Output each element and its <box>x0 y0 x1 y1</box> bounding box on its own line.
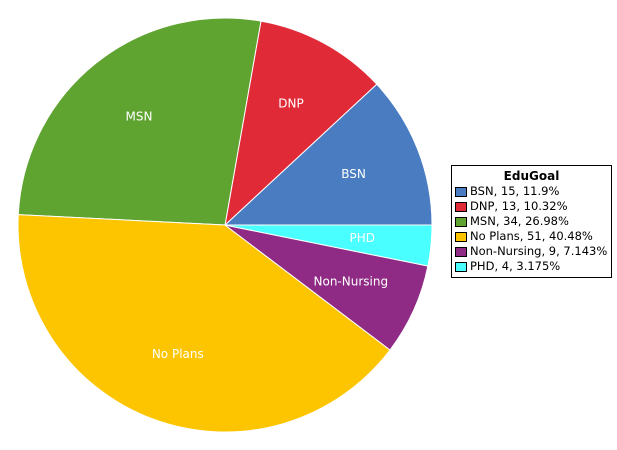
legend-item-bsn: BSN, 15, 11.9% <box>452 184 611 199</box>
slice-label-msn: MSN <box>126 110 153 124</box>
legend-swatch-non-nursing <box>455 246 467 257</box>
legend-swatch-dnp <box>455 201 467 212</box>
legend-label-msn: MSN, 34, 26.98% <box>470 214 569 228</box>
slice-label-no-plans: No Plans <box>152 347 204 361</box>
pie-slice-bsn <box>223 83 433 226</box>
legend-swatch-phd <box>455 261 467 272</box>
legend-swatch-no-plans <box>455 231 467 242</box>
pie-slice-msn <box>17 17 262 226</box>
legend-label-no-plans: No Plans, 51, 40.48% <box>470 229 593 243</box>
legend-item-non-nursing: Non-Nursing, 9, 7.143% <box>452 244 611 259</box>
legend-item-msn: MSN, 34, 26.98% <box>452 214 611 229</box>
legend-title: EduGoal <box>503 169 560 183</box>
pie-slice-no-plans <box>17 214 391 433</box>
legend-swatch-msn <box>455 216 467 227</box>
slice-label-bsn: BSN <box>341 167 366 181</box>
chart-legend: EduGoal BSN, 15, 11.9% DNP, 13, 10.32% M… <box>451 165 612 278</box>
slice-label-phd: PHD <box>350 231 376 245</box>
legend-label-bsn: BSN, 15, 11.9% <box>470 184 560 198</box>
legend-label-non-nursing: Non-Nursing, 9, 7.143% <box>470 244 608 258</box>
legend-swatch-bsn <box>455 186 467 197</box>
pie-slice-phd <box>224 224 433 267</box>
legend-label-dnp: DNP, 13, 10.32% <box>470 199 568 213</box>
slice-label-non-nursing: Non-Nursing <box>314 274 389 288</box>
legend-item-no-plans: No Plans, 51, 40.48% <box>452 229 611 244</box>
pie-slice-dnp <box>224 20 378 227</box>
legend-item-dnp: DNP, 13, 10.32% <box>452 199 611 214</box>
slice-label-dnp: DNP <box>278 96 303 110</box>
legend-item-phd: PHD, 4, 3.175% <box>452 259 611 274</box>
legend-label-phd: PHD, 4, 3.175% <box>470 259 561 273</box>
